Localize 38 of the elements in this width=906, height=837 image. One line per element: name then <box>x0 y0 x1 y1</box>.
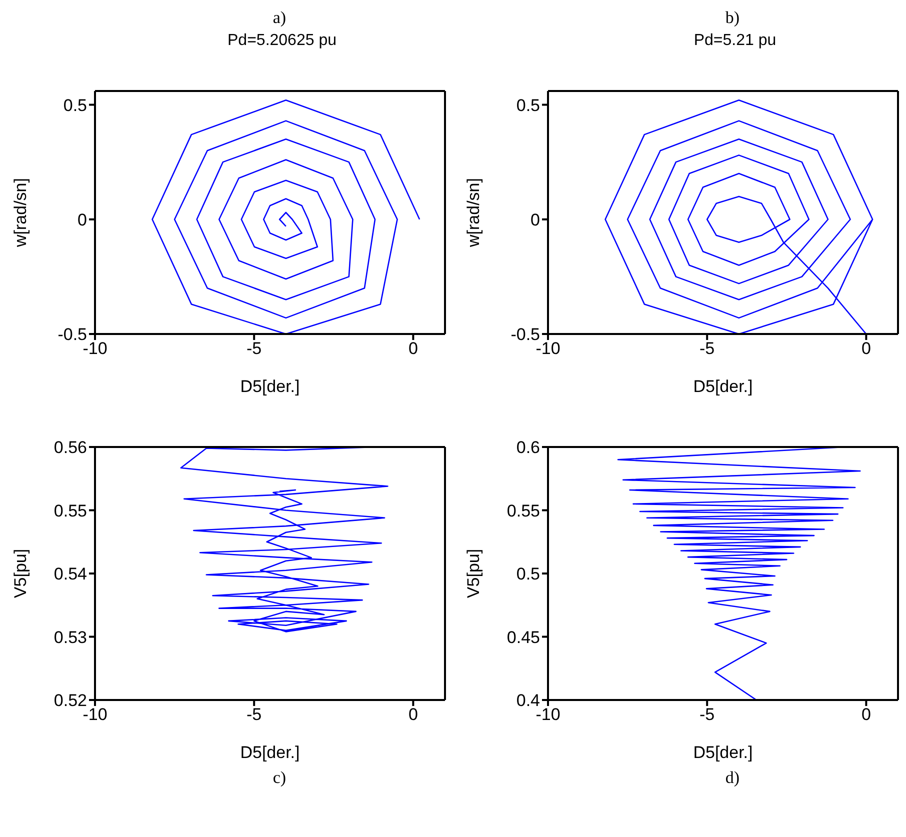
y-axis-title: V5[pu] <box>11 548 30 598</box>
x-tick-label: -5 <box>700 339 715 358</box>
text: b) <box>724 8 741 29</box>
y-tick-label: 0 <box>530 210 540 230</box>
chart-title: Pd=5.21 pu <box>692 32 778 51</box>
y-tick-label: 0.5 <box>63 96 87 115</box>
x-tick-label: -5 <box>246 339 262 358</box>
y-axis-title: w[rad/sn] <box>464 178 484 248</box>
x-tick-label: 0 <box>408 705 418 724</box>
text: a) <box>272 8 288 29</box>
y-axis-title: V5[pu] <box>464 548 484 598</box>
line-series <box>180 447 388 632</box>
y-tick-label: 0.6 <box>516 438 540 458</box>
y-tick-label: 0.54 <box>54 564 87 584</box>
y-tick-label: 0 <box>78 210 87 230</box>
x-tick-label: 0 <box>861 339 871 358</box>
y-axis-title: w[rad/sn] <box>11 178 30 248</box>
line-series <box>152 100 420 334</box>
y-tick-label: 0.53 <box>54 628 87 647</box>
chart-title: Pd=5.20625 pu <box>226 32 338 51</box>
x-tick-label: -5 <box>700 705 715 724</box>
y-tick-label: 0.45 <box>506 628 540 647</box>
line-series <box>617 447 861 700</box>
line-series <box>604 100 874 334</box>
y-tick-label: 0.55 <box>506 501 540 520</box>
x-axis-title: D5[der.] <box>240 743 300 762</box>
y-tick-label: 0.5 <box>516 564 540 584</box>
y-tick-label: 0.55 <box>54 501 87 520</box>
text: d) <box>724 768 741 789</box>
x-axis-title: D5[der.] <box>693 377 753 396</box>
y-tick-label: 0.56 <box>54 438 87 458</box>
text: c) <box>272 768 288 789</box>
x-tick-label: 0 <box>861 705 871 724</box>
x-axis-title: D5[der.] <box>693 743 753 762</box>
x-tick-label: -5 <box>246 705 262 724</box>
x-axis-title: D5[der.] <box>240 377 300 396</box>
x-tick-label: 0 <box>408 339 418 358</box>
y-tick-label: 0.5 <box>516 96 540 115</box>
